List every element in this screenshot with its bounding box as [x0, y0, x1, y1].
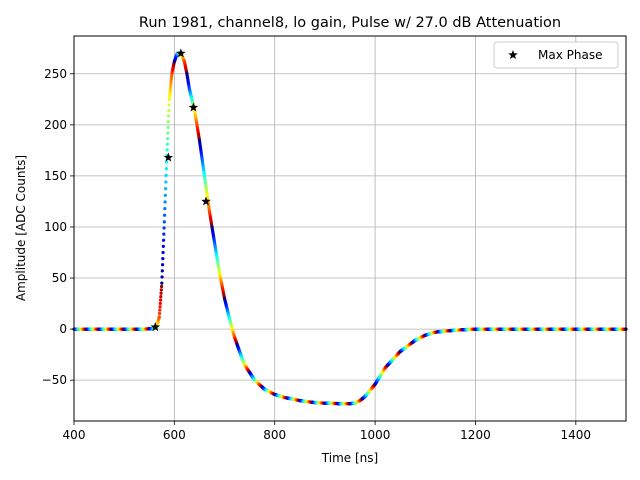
x-axis-ticks: 400 600 800 1000 1200 1400	[63, 421, 592, 442]
waveform-sample	[158, 308, 162, 312]
waveform-sample	[169, 77, 173, 81]
waveform-sample	[167, 103, 171, 107]
waveform-sample	[168, 90, 172, 94]
waveform-sample	[162, 226, 166, 230]
x-tick-label: 800	[263, 428, 286, 442]
waveform-sample	[161, 257, 165, 261]
waveform-sample	[159, 295, 163, 299]
waveform-sample	[162, 220, 166, 224]
legend-box	[493, 41, 619, 69]
waveform-sample	[161, 250, 165, 255]
y-tick-label: 0	[59, 322, 67, 336]
waveform-sample	[160, 281, 164, 285]
max-phase-star	[188, 102, 199, 112]
y-tick-label: 250	[44, 67, 67, 81]
legend: Max Phase	[493, 41, 619, 69]
waveform-sample	[166, 114, 171, 118]
x-tick-label: 1400	[561, 428, 592, 442]
waveform-sample	[166, 120, 170, 124]
x-axis-title: Time [ns]	[321, 451, 378, 465]
max-phase-star	[176, 48, 186, 58]
y-tick-label: 50	[52, 271, 67, 285]
waveform-sample	[169, 79, 173, 84]
waveform-sample	[167, 108, 171, 113]
max-phase-star	[201, 196, 211, 206]
waveform-sample	[161, 238, 166, 242]
legend-entry-max-phase: Max Phase	[538, 48, 602, 62]
waveform-sample	[159, 288, 163, 292]
waveform-sample	[165, 142, 169, 146]
waveform-sample	[163, 193, 167, 197]
waveform-sample	[157, 311, 162, 316]
waveform-sample	[160, 269, 164, 273]
waveform-sample	[164, 167, 168, 171]
pulse-waveform-series	[72, 51, 628, 406]
waveform-sample	[165, 148, 169, 152]
waveform-sample	[164, 160, 169, 164]
x-tick-label: 1000	[360, 428, 391, 442]
y-axis-ticks: −50 0 50 100 150 200 250	[42, 67, 74, 387]
y-axis-title: Amplitude [ADC Counts]	[14, 155, 28, 301]
x-tick-label: 1200	[460, 428, 491, 442]
waveform-sample	[160, 275, 164, 279]
waveform-sample	[159, 284, 164, 289]
y-tick-label: 150	[44, 169, 67, 183]
waveform-sample	[164, 173, 168, 177]
waveform-sample	[169, 82, 173, 86]
waveform-sample	[158, 301, 162, 305]
chart-title: Run 1981, channel8, lo gain, Pulse w/ 27…	[139, 15, 561, 31]
y-tick-label: 200	[44, 118, 67, 132]
waveform-sample	[160, 263, 165, 267]
x-tick-label: 400	[63, 428, 86, 442]
waveform-sample	[166, 131, 170, 135]
waveform-sample	[169, 84, 173, 89]
y-tick-label: −50	[42, 373, 67, 387]
max-phase-star	[163, 152, 174, 162]
waveform-sample	[157, 315, 161, 319]
waveform-sample	[164, 180, 168, 184]
waveform-sample	[167, 97, 171, 101]
waveform-sample	[162, 213, 167, 217]
max-phase-star	[150, 322, 161, 332]
waveform-sample	[163, 187, 168, 191]
waveform-sample	[161, 244, 165, 248]
max-phase-series	[150, 48, 211, 332]
waveform-sample	[163, 200, 167, 204]
x-tick-label: 600	[163, 428, 186, 442]
legend-star-icon	[508, 50, 518, 60]
waveform-sample	[170, 74, 174, 78]
waveform-sample	[168, 87, 172, 91]
waveform-sample	[166, 125, 170, 129]
waveform-sample	[163, 206, 167, 211]
waveform-sample	[162, 232, 166, 236]
plot-frame	[73, 35, 627, 422]
waveform-sample	[167, 95, 172, 99]
waveform-sample	[168, 92, 172, 96]
waveform-sample	[158, 305, 162, 309]
waveform-sample	[159, 291, 163, 295]
waveform-sample	[158, 298, 163, 302]
waveform-sample	[165, 137, 170, 141]
y-tick-label: 100	[44, 220, 67, 234]
